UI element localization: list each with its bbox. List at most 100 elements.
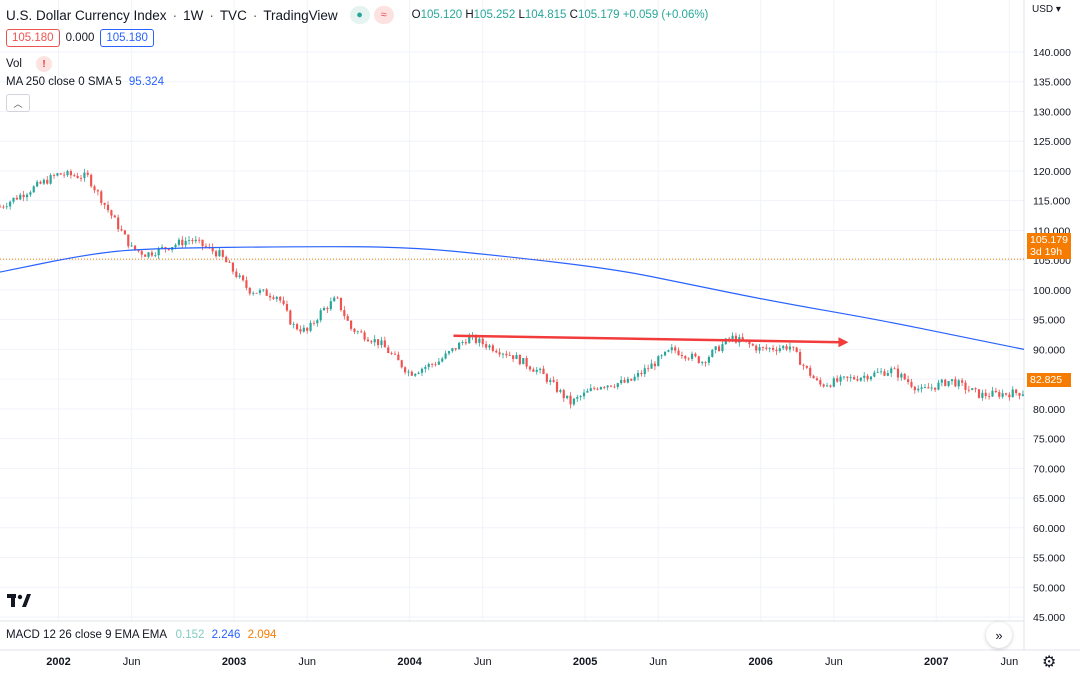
candle[interactable]	[373, 335, 376, 346]
candle[interactable]	[512, 355, 515, 363]
candle[interactable]	[241, 274, 245, 282]
candle[interactable]	[319, 308, 322, 323]
candle[interactable]	[927, 383, 930, 389]
candle[interactable]	[782, 345, 785, 351]
candle[interactable]	[596, 387, 599, 391]
candle[interactable]	[279, 295, 282, 304]
candle[interactable]	[836, 375, 839, 383]
market-open-icon[interactable]: ●	[349, 6, 370, 24]
candle[interactable]	[704, 361, 707, 367]
candle[interactable]	[653, 360, 656, 371]
candle[interactable]	[302, 324, 305, 333]
candle[interactable]	[991, 386, 994, 397]
candle[interactable]	[147, 252, 150, 259]
macd-label[interactable]: MACD 12 26 close 9 EMA EMA	[6, 629, 167, 641]
candle[interactable]	[441, 356, 444, 363]
candle[interactable]	[370, 339, 373, 345]
candle[interactable]	[589, 384, 592, 392]
candle[interactable]	[113, 214, 116, 218]
candle[interactable]	[66, 169, 69, 178]
candles-series[interactable]	[0, 168, 1024, 409]
candle[interactable]	[177, 237, 181, 247]
candle[interactable]	[123, 229, 126, 235]
candle[interactable]	[130, 241, 133, 247]
candle[interactable]	[630, 378, 633, 382]
candle[interactable]	[964, 380, 967, 394]
candle[interactable]	[478, 335, 481, 347]
candle[interactable]	[937, 379, 940, 391]
candle[interactable]	[1018, 392, 1021, 400]
candle[interactable]	[869, 375, 873, 382]
candle[interactable]	[363, 330, 366, 342]
candle[interactable]	[417, 371, 420, 375]
candle[interactable]	[154, 252, 157, 258]
candle[interactable]	[650, 359, 653, 369]
candle[interactable]	[306, 327, 309, 334]
scroll-to-realtime-button[interactable]: »	[986, 622, 1012, 648]
candle[interactable]	[1021, 390, 1024, 397]
candle[interactable]	[252, 291, 255, 296]
candle[interactable]	[42, 178, 45, 186]
candle[interactable]	[792, 346, 795, 352]
candle[interactable]	[414, 373, 417, 378]
candle[interactable]	[849, 374, 852, 382]
candle[interactable]	[282, 296, 285, 306]
candle[interactable]	[795, 346, 798, 353]
candle[interactable]	[842, 376, 846, 380]
candle[interactable]	[29, 190, 32, 197]
candle[interactable]	[582, 389, 586, 400]
candle[interactable]	[626, 376, 629, 384]
candle[interactable]	[984, 389, 987, 400]
candle[interactable]	[900, 372, 903, 381]
candle[interactable]	[228, 260, 231, 264]
candle[interactable]	[829, 384, 832, 388]
candle[interactable]	[100, 189, 103, 206]
candle[interactable]	[788, 342, 792, 353]
candle[interactable]	[971, 388, 974, 391]
interval-label[interactable]: 1W	[183, 7, 204, 23]
candle[interactable]	[690, 351, 694, 362]
candle[interactable]	[117, 214, 120, 233]
candle[interactable]	[886, 370, 889, 377]
candle[interactable]	[947, 380, 950, 388]
candle[interactable]	[9, 200, 12, 210]
candle[interactable]	[333, 295, 336, 302]
candle[interactable]	[424, 364, 427, 373]
candle[interactable]	[701, 360, 704, 366]
candle[interactable]	[785, 344, 788, 352]
candle[interactable]	[15, 194, 18, 201]
candle[interactable]	[839, 374, 842, 386]
candle[interactable]	[201, 239, 204, 251]
candle[interactable]	[944, 378, 947, 387]
candle[interactable]	[69, 169, 72, 179]
symbol-title[interactable]: U.S. Dollar Currency Index	[6, 7, 167, 23]
candle[interactable]	[771, 344, 775, 353]
time-axis[interactable]: 2002 Jun 2003 Jun 2004 Jun 2005 Jun 2006 Jun 2007 J…	[46, 656, 1018, 668]
candle[interactable]	[539, 367, 542, 374]
ma-label[interactable]: MA 250 close 0 SMA 5	[6, 76, 122, 88]
candle[interactable]	[934, 387, 937, 393]
candle[interactable]	[343, 306, 346, 320]
candle[interactable]	[694, 352, 697, 358]
candle[interactable]	[366, 336, 370, 342]
candle[interactable]	[670, 343, 673, 354]
candle[interactable]	[998, 389, 1001, 400]
candle[interactable]	[407, 369, 410, 377]
candle[interactable]	[329, 297, 332, 311]
candle[interactable]	[292, 321, 295, 329]
candle[interactable]	[316, 318, 319, 327]
candle[interactable]	[76, 172, 79, 179]
candle[interactable]	[555, 379, 559, 394]
candle[interactable]	[86, 169, 89, 178]
candle[interactable]	[184, 237, 187, 248]
candle[interactable]	[775, 346, 778, 355]
candle[interactable]	[221, 249, 224, 258]
candle[interactable]	[491, 343, 494, 353]
candle[interactable]	[380, 336, 383, 349]
vol-label[interactable]: Vol	[6, 58, 22, 70]
candle[interactable]	[22, 190, 25, 202]
candle[interactable]	[711, 349, 714, 358]
candle[interactable]	[528, 365, 532, 372]
candle[interactable]	[19, 192, 22, 201]
